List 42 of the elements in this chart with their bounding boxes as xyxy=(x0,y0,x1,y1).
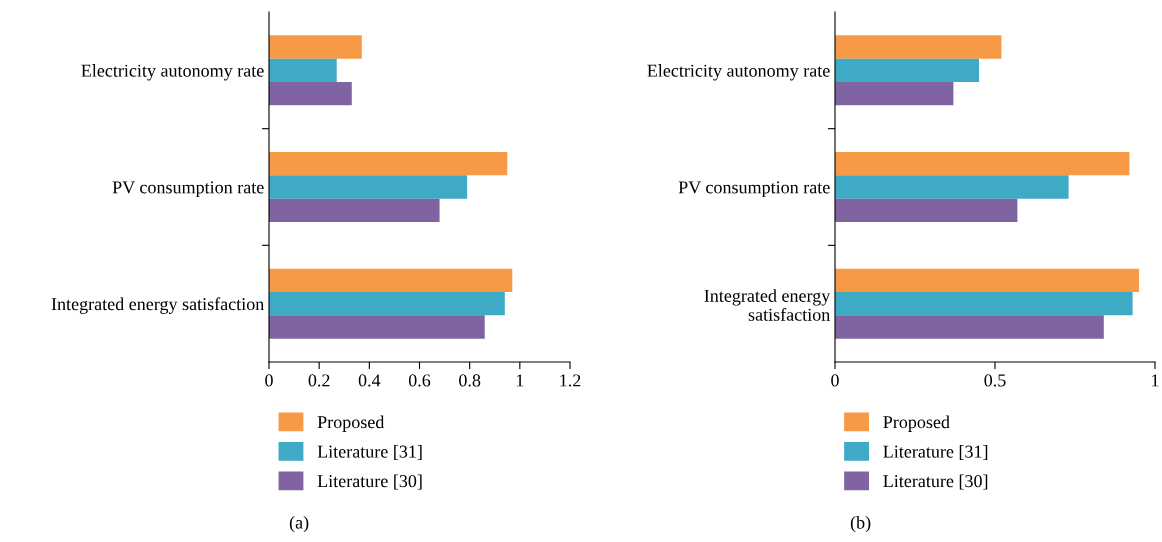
x-tick-label: 0.4 xyxy=(358,374,381,387)
bar xyxy=(835,292,1133,316)
x-tick-label: 0.2 xyxy=(308,374,330,387)
bar xyxy=(835,268,1139,292)
legend-label: Proposed xyxy=(883,415,950,432)
y-tick-label: Electricity autonomy rate xyxy=(81,64,264,81)
x-tick-label: 1 xyxy=(1152,374,1159,387)
x-tick-label: 0.8 xyxy=(459,374,481,387)
bar xyxy=(835,82,954,106)
bar xyxy=(835,35,1002,59)
bar xyxy=(269,315,485,339)
x-tick-label: 1 xyxy=(516,374,524,387)
y-tick-label: Integrated energy satisfaction xyxy=(51,297,264,314)
bar xyxy=(835,58,979,82)
legend-label: Literature [31] xyxy=(317,445,422,460)
text: (a) xyxy=(289,516,309,533)
bar xyxy=(269,35,362,59)
text: (b) xyxy=(850,516,871,533)
bar xyxy=(269,268,513,292)
y-tick-label: PV consumption rate xyxy=(678,181,830,198)
bar xyxy=(835,198,1018,222)
bar xyxy=(835,315,1104,339)
x-tick-label: 0.6 xyxy=(408,374,431,387)
bar xyxy=(269,198,440,222)
bar xyxy=(269,58,337,82)
x-tick-label: 0.5 xyxy=(984,374,1006,387)
bar xyxy=(269,292,505,316)
legend-label: Literature [30] xyxy=(317,474,422,490)
legend-label: Literature [31] xyxy=(883,445,988,460)
bar xyxy=(269,175,468,199)
bar xyxy=(835,175,1069,199)
y-tick-label: Electricity autonomy rate xyxy=(647,64,830,81)
bar xyxy=(835,152,1130,176)
legend-label: Proposed xyxy=(317,415,385,432)
x-tick-label: 0 xyxy=(831,374,839,387)
y-tick-label: PV consumption rate xyxy=(112,181,264,198)
bar xyxy=(269,82,352,106)
legend-label: Literature [30] xyxy=(883,474,988,490)
bar xyxy=(269,152,508,176)
y-tick-label: Integrated energy satisfaction xyxy=(704,289,831,321)
x-tick-label: 1.2 xyxy=(560,374,581,387)
x-tick-label: 0 xyxy=(265,374,273,387)
